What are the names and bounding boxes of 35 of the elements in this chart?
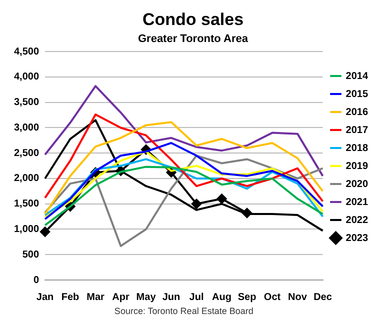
legend-label: 2020 <box>346 178 368 190</box>
chart-subtitle: Greater Toronto Area <box>138 33 249 46</box>
legend-label: 2016 <box>346 106 368 118</box>
x-tick-label: Sep <box>238 292 256 303</box>
x-tick-label: Dec <box>314 292 332 303</box>
legend-label: 2019 <box>346 160 368 172</box>
y-tick-label: 4,500 <box>14 46 40 58</box>
x-tick-label: Oct <box>264 292 282 303</box>
y-tick-label: 1,500 <box>14 198 40 210</box>
x-tick-label: Jul <box>189 292 204 303</box>
y-tick-label: 500 <box>22 249 40 260</box>
y-tick-label: 0 <box>33 274 40 286</box>
legend-label: 2015 <box>346 88 368 100</box>
legend-label: 2018 <box>346 142 368 154</box>
y-tick-label: 2,000 <box>14 173 40 184</box>
x-tick-label: Aug <box>212 292 232 303</box>
y-tick-label: 2,500 <box>14 148 40 159</box>
source-note: Source: Toronto Real Estate Board <box>114 306 254 316</box>
x-tick-label: Jan <box>36 292 54 303</box>
y-tick-label: 1,000 <box>14 224 40 235</box>
legend-label: 2022 <box>346 214 368 226</box>
x-tick-label: Mar <box>86 292 105 303</box>
legend-label: 2014 <box>346 70 368 82</box>
chart-title: Condo sales <box>142 10 244 29</box>
y-tick-label: 4,000 <box>14 72 40 83</box>
legend-label: 2017 <box>346 124 368 136</box>
x-tick-label: Feb <box>61 292 80 303</box>
y-tick-label: 3,000 <box>14 122 40 134</box>
y-tick-label: 3,500 <box>14 97 40 108</box>
x-tick-label: Apr <box>112 292 130 303</box>
x-tick-label: Jun <box>162 292 180 303</box>
legend-label: 2023 <box>346 232 368 244</box>
x-tick-label: Nov <box>288 292 308 303</box>
legend-label: 2021 <box>346 196 368 208</box>
x-tick-label: May <box>136 292 156 303</box>
